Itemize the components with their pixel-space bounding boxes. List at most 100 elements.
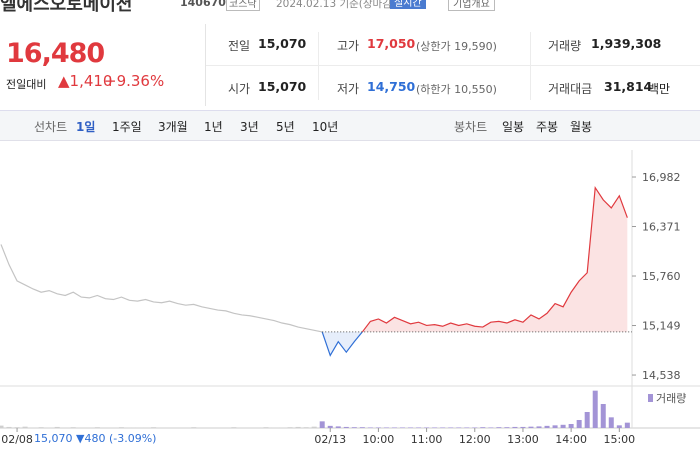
tab[interactable]: 월봉 bbox=[570, 120, 593, 134]
realtime-button[interactable]: 실시간 bbox=[390, 0, 426, 9]
volume-bar bbox=[223, 427, 229, 428]
y-tick-label: 16,982 bbox=[642, 171, 681, 184]
row-divider bbox=[206, 65, 700, 66]
volume-bar bbox=[375, 427, 381, 428]
x-tick-label: 14:00 bbox=[555, 433, 587, 446]
tab[interactable]: 1일 bbox=[76, 120, 96, 134]
volume-bar bbox=[608, 417, 614, 428]
volume-bar bbox=[552, 425, 558, 428]
tab[interactable]: 5년 bbox=[276, 120, 295, 134]
volume-bar bbox=[311, 426, 317, 428]
volume-bar bbox=[207, 427, 213, 428]
prev-change: ▼480 bbox=[76, 432, 106, 445]
volume-bar bbox=[568, 424, 574, 428]
volume-bar bbox=[303, 427, 309, 428]
volume-bar bbox=[616, 425, 622, 428]
price: 16,480 bbox=[6, 38, 105, 69]
volume-bar bbox=[400, 427, 405, 428]
y-tick-label: 14,538 bbox=[642, 369, 681, 382]
x-tick-label: 13:00 bbox=[507, 433, 539, 446]
cell-value: 1,939,308 bbox=[591, 36, 662, 51]
volume-bar bbox=[54, 426, 60, 428]
stock-code: 140670 bbox=[180, 0, 226, 9]
change: ▲1,410 bbox=[58, 72, 113, 90]
x-tick-label: 12:00 bbox=[459, 433, 491, 446]
volume-bar bbox=[416, 427, 422, 428]
tab[interactable]: 1년 bbox=[204, 120, 223, 134]
footer: 15,070 ▼480 (-3.09%) bbox=[34, 432, 156, 445]
volume-bar bbox=[408, 427, 414, 428]
y-tick-label: 15,149 bbox=[642, 320, 681, 333]
volume-bar bbox=[102, 427, 108, 428]
company-button[interactable]: 기업개요 bbox=[448, 0, 495, 11]
volume-bar bbox=[118, 427, 124, 428]
volume-bar bbox=[335, 426, 341, 428]
volume-bar bbox=[480, 427, 486, 428]
stock-name: 엘에스오토메이션 bbox=[0, 0, 133, 15]
y-tick-label: 15,760 bbox=[642, 270, 681, 283]
market: 코스닥 bbox=[226, 0, 260, 11]
volume-bar bbox=[464, 427, 470, 428]
date: 2024.02.13 기준(장마감) bbox=[276, 0, 396, 10]
tab-bar: 선차트 봉차트 1일 1주일 3개월 1년 3년 5년 10년 일봉 주봉 월봉 bbox=[0, 110, 700, 141]
volume-bar bbox=[126, 427, 132, 428]
volume-bar bbox=[472, 427, 478, 428]
volume-bar bbox=[496, 427, 502, 428]
volume-bar bbox=[30, 427, 36, 428]
volume-bar bbox=[135, 427, 141, 428]
x-tick-label: 11:00 bbox=[411, 433, 443, 446]
tab[interactable]: 3개월 bbox=[158, 120, 188, 134]
rate: +9.36% bbox=[104, 72, 165, 90]
volume-bar bbox=[359, 427, 365, 428]
volume-bar bbox=[456, 427, 462, 428]
line bbox=[321, 331, 363, 357]
volume-bar bbox=[22, 426, 28, 428]
volume-bar bbox=[448, 427, 454, 428]
prev-rate: (-3.09%) bbox=[108, 432, 157, 445]
volume-bar bbox=[383, 427, 389, 428]
volume-bar bbox=[215, 427, 221, 428]
x-tick-label: 15:00 bbox=[603, 433, 635, 446]
volume-bar bbox=[183, 427, 189, 428]
chart: 16,982 16,371 15,760 15,149 14,538 거래량 02/08 02… bbox=[0, 140, 700, 446]
volume-bar bbox=[544, 425, 550, 428]
volume-bar bbox=[488, 427, 494, 428]
change-label: 전일대비 bbox=[6, 78, 47, 91]
tab[interactable]: 10년 bbox=[312, 120, 339, 134]
volume-bar bbox=[86, 427, 92, 428]
area bbox=[362, 187, 628, 332]
volume-bar bbox=[175, 427, 181, 428]
volume-bar bbox=[432, 427, 438, 428]
volume-bar bbox=[351, 427, 357, 428]
x-tick-label: 10:00 bbox=[363, 433, 395, 446]
volume-bar bbox=[504, 427, 510, 428]
volume-bar bbox=[38, 427, 44, 428]
volume-bar bbox=[327, 425, 333, 428]
tab[interactable]: 3년 bbox=[240, 120, 259, 134]
tab[interactable]: 1주일 bbox=[112, 120, 142, 134]
legend-label: 거래량 bbox=[656, 392, 686, 405]
x-tick-label: 02/13 bbox=[314, 433, 346, 446]
cell-note: (상한가 19,590) bbox=[416, 40, 497, 53]
tab[interactable]: 일봉 bbox=[502, 120, 525, 134]
tab[interactable]: 주봉 bbox=[536, 120, 559, 134]
cell-label: 거래량 bbox=[548, 39, 582, 53]
volume-bar bbox=[143, 427, 149, 428]
volume-bar bbox=[279, 427, 285, 428]
volume-bar bbox=[512, 426, 518, 428]
cell-value: 31,814 bbox=[604, 79, 653, 94]
volume-bar bbox=[0, 425, 4, 428]
cell-value: 15,070 bbox=[258, 79, 307, 94]
line bbox=[361, 185, 628, 333]
volume-bar bbox=[576, 420, 582, 428]
cell-value: 15,070 bbox=[258, 36, 307, 51]
legend-swatch bbox=[648, 394, 653, 402]
volume-bar bbox=[295, 426, 301, 428]
volume-bar bbox=[624, 422, 630, 428]
volume-bar bbox=[592, 390, 598, 428]
volume-bar bbox=[167, 427, 173, 428]
volume-bar bbox=[62, 427, 68, 428]
area bbox=[322, 331, 363, 356]
line bbox=[0, 244, 323, 333]
volume-bar bbox=[287, 427, 293, 428]
